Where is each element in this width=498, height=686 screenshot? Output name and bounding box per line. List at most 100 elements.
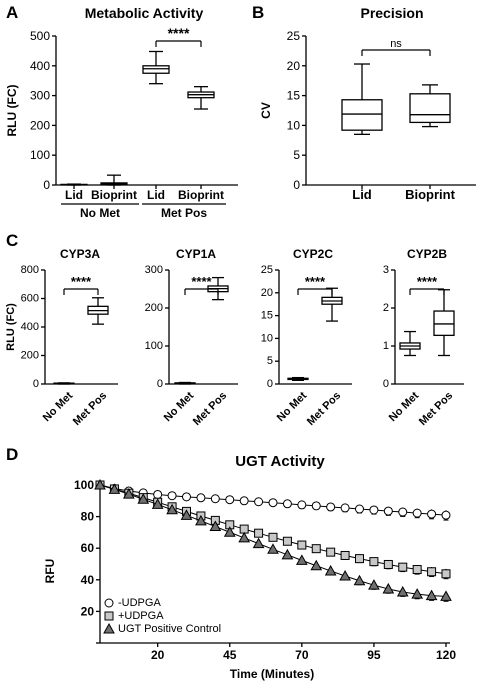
data-point [196, 493, 206, 503]
y-tick-label: 5 [267, 355, 273, 367]
data-point [282, 499, 292, 509]
data-point [267, 543, 279, 554]
group-label: Met Pos [161, 206, 207, 220]
y-tick-label: 100 [145, 340, 163, 352]
y-tick-label: 20 [81, 604, 95, 618]
panel-letter-a: A [6, 3, 18, 22]
data-point [310, 559, 323, 571]
y-tick-label: 300 [30, 89, 50, 103]
data-point [383, 506, 393, 516]
data-point [254, 497, 264, 507]
data-point [295, 554, 308, 565]
data-point [238, 531, 251, 543]
data-point [166, 503, 178, 515]
box [142, 65, 170, 74]
data-point [297, 540, 307, 550]
legend-marker [103, 622, 115, 634]
x-tick-label: 120 [436, 648, 456, 662]
data-point [281, 548, 294, 560]
y-tick-label: 5 [293, 148, 300, 162]
y-tick-label: 0 [157, 378, 163, 390]
data-point [355, 554, 364, 564]
x-category-label: Met Pos [305, 390, 343, 428]
data-point [182, 492, 191, 502]
data-point [268, 498, 278, 508]
data-point [209, 520, 222, 532]
data-point [254, 528, 264, 538]
data-point [355, 504, 364, 514]
x-category-label: Met Pos [417, 390, 455, 428]
data-point [326, 547, 336, 557]
data-point [282, 536, 292, 546]
data-point [369, 505, 379, 515]
data-point [311, 501, 321, 511]
data-point [441, 569, 451, 579]
y-tick-label: 1 [383, 340, 389, 352]
chart-title: CYP2B [407, 247, 447, 261]
x-tick-label: 45 [223, 648, 237, 662]
legend-label: UGT Positive Control [118, 623, 221, 635]
data-point [353, 574, 366, 586]
data-point [180, 509, 193, 520]
x-axis-label: Time (Minutes) [230, 667, 314, 681]
y-tick-label: 0 [33, 378, 39, 390]
y-tick-label: 0 [43, 178, 50, 192]
data-point [153, 489, 163, 499]
x-category-label: Bioprint [91, 188, 137, 202]
y-axis-label: RLU (FC) [5, 85, 19, 137]
x-tick-label: 70 [295, 648, 309, 662]
data-point [151, 498, 164, 509]
y-tick-label: 10 [261, 332, 273, 344]
y-tick-label: 0 [293, 178, 300, 192]
y-axis-label: RLU (FC) [5, 303, 17, 351]
data-point [297, 500, 307, 510]
data-point [441, 510, 451, 520]
y-tick-label: 10 [287, 118, 301, 132]
y-tick-label: 200 [30, 118, 50, 132]
chart-title: Metabolic Activity [85, 5, 204, 21]
data-point [108, 483, 121, 494]
significance-label: **** [191, 274, 212, 289]
x-category-label: Lid [352, 187, 372, 202]
y-tick-label: 3 [383, 264, 389, 276]
chart-title: UGT Activity [235, 453, 325, 470]
data-point [324, 564, 337, 576]
x-category-label: Bioprint [178, 188, 224, 202]
data-point [195, 514, 207, 526]
y-tick-label: 500 [30, 29, 50, 43]
data-point [311, 544, 321, 554]
data-point [425, 589, 438, 601]
chart-title: CYP1A [176, 247, 216, 261]
y-tick-label: 200 [145, 302, 163, 314]
panel-letter-d: D [6, 445, 18, 464]
legend-marker [104, 611, 114, 621]
y-tick-label: 400 [30, 59, 50, 73]
x-category-label: Bioprint [405, 187, 455, 202]
y-tick-label: 0 [267, 378, 273, 390]
data-point [412, 565, 422, 575]
y-tick-label: 600 [21, 293, 39, 305]
panel-letter-c: C [6, 231, 18, 250]
y-tick-label: 0 [383, 378, 389, 390]
x-category-label: Met Pos [191, 390, 229, 428]
data-point [339, 569, 351, 581]
y-tick-label: 15 [261, 310, 273, 322]
y-tick-label: 25 [287, 29, 301, 43]
y-tick-label: 400 [21, 321, 39, 333]
legend-label: -UDPGA [118, 597, 161, 609]
data-point [137, 493, 150, 504]
legend-label: +UDPGA [118, 610, 164, 622]
y-tick-label: 40 [81, 573, 95, 587]
y-tick-label: 25 [261, 264, 273, 276]
y-tick-label: 20 [261, 287, 273, 299]
data-point [369, 557, 379, 567]
data-point [398, 507, 408, 517]
data-point [122, 488, 135, 499]
box [341, 99, 383, 131]
box [409, 93, 451, 124]
x-tick-label: 20 [151, 648, 165, 662]
data-point [94, 478, 106, 490]
y-tick-label: 200 [21, 350, 39, 362]
y-tick-label: 60 [81, 541, 95, 555]
